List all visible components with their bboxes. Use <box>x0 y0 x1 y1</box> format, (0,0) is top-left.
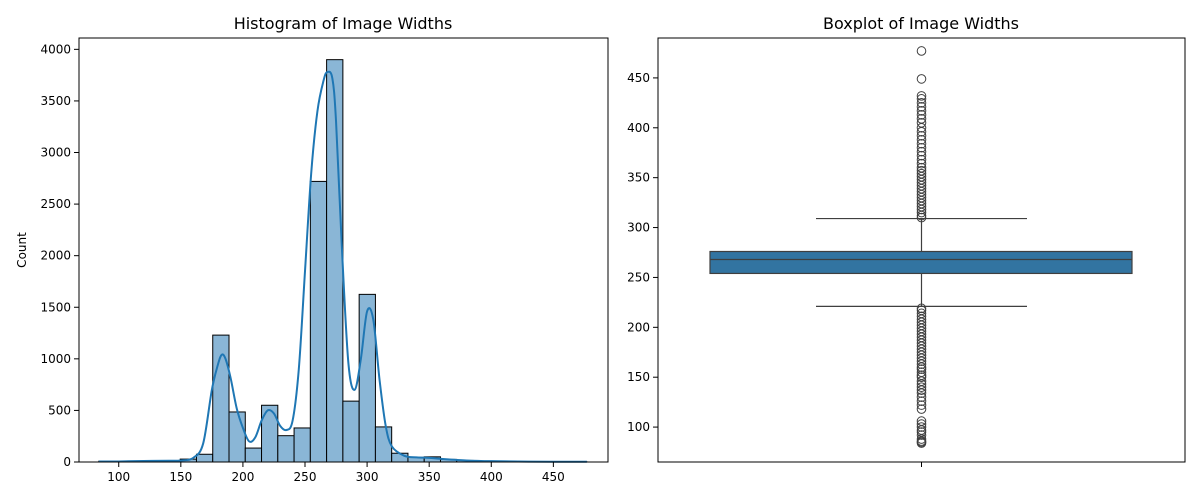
boxplot-box <box>709 250 1133 275</box>
boxplot-outlier-point <box>916 154 927 165</box>
boxplot-outlier-point <box>916 370 927 381</box>
boxplot-outlier-point <box>916 46 927 56</box>
boxplot-outlier-point <box>916 311 927 322</box>
histogram-bar <box>342 400 360 463</box>
histogram-x-tick-label: 250 <box>294 470 317 484</box>
histogram-x-tick-label: 100 <box>107 470 130 484</box>
boxplot-outlier-point <box>916 130 927 141</box>
histogram-kde-line <box>98 70 587 463</box>
boxplot-y-tick-label: 350 <box>627 171 650 185</box>
boxplot-outlier-point <box>916 382 927 392</box>
boxplot-outlier-point <box>916 396 927 406</box>
histogram-y-ticks: 0 500 1000 1500 2000 2500 3000 3500 4000 <box>40 42 79 469</box>
histogram-y-tick-label: 2500 <box>40 197 71 211</box>
boxplot-outlier-point <box>916 419 927 429</box>
boxplot-outlier-point <box>916 74 927 84</box>
boxplot-outlier-point <box>916 106 927 116</box>
histogram-bar <box>277 435 295 463</box>
boxplot-outlier-point <box>916 162 927 173</box>
histogram-x-ticks: 100 150 200 250 300 350 400 450 <box>107 462 565 484</box>
boxplot-panel: Boxplot of Image Widths 100 150 200 250 300 3… <box>627 14 1186 467</box>
histogram-axes-frame <box>78 37 609 463</box>
boxplot-outlier-point <box>916 118 927 128</box>
boxplot-y-tick-label: 150 <box>627 370 650 384</box>
histogram-bar <box>374 426 393 463</box>
boxplot-outlier-point <box>916 303 927 314</box>
boxplot-axes-frame <box>657 37 1186 463</box>
histogram-title: Histogram of Image Widths <box>234 14 453 33</box>
boxplot-y-tick-label: 250 <box>627 270 650 284</box>
histogram-y-tick-label: 500 <box>48 403 71 417</box>
histogram-bar <box>309 180 328 463</box>
boxplot-outlier-point <box>916 94 927 104</box>
boxplot-outlier-point <box>916 142 927 153</box>
boxplot-y-tick-label: 200 <box>627 320 650 334</box>
histogram-bar <box>195 453 214 463</box>
boxplot-y-tick-label: 100 <box>627 420 650 434</box>
histogram-x-tick-label: 200 <box>231 470 254 484</box>
boxplot-y-ticks: 100 150 200 250 300 350 400 450 <box>627 71 658 434</box>
boxplot-outlier-point <box>916 422 927 432</box>
boxplot-outlier-point <box>916 430 927 440</box>
boxplot-outlier-point <box>916 158 927 169</box>
histogram-x-tick-label: 150 <box>169 470 192 484</box>
boxplot-outlier-point <box>916 91 927 101</box>
histogram-y-tick-label: 3500 <box>40 94 71 108</box>
boxplot-outlier-point <box>916 102 927 112</box>
histogram-x-tick-label: 350 <box>418 470 441 484</box>
boxplot-outlier-point <box>916 392 927 402</box>
boxplot-outlier-point <box>916 400 927 410</box>
histogram-y-tick-label: 4000 <box>40 42 71 56</box>
boxplot-y-tick-label: 300 <box>627 221 650 235</box>
histogram-y-tick-label: 0 <box>63 455 71 469</box>
histogram-ylabel: Count <box>15 232 29 268</box>
boxplot-y-tick-label: 450 <box>627 71 650 85</box>
boxplot-outlier-point <box>916 110 927 120</box>
boxplot-outlier-point <box>916 416 927 426</box>
boxplot-outlier-point <box>916 98 927 108</box>
histogram-y-tick-label: 2000 <box>40 249 71 263</box>
boxplot-outlier-point <box>916 146 927 157</box>
histogram-y-tick-label: 1000 <box>40 352 71 366</box>
boxplot-outlier-point <box>916 138 927 149</box>
histogram-bar <box>228 411 246 463</box>
boxplot-outliers <box>916 46 927 448</box>
boxplot-title: Boxplot of Image Widths <box>823 14 1019 33</box>
boxplot-body <box>709 217 1133 307</box>
histogram-bar <box>244 447 263 463</box>
boxplot-outlier-point <box>916 367 927 378</box>
histogram-bar <box>326 59 344 463</box>
histogram-y-tick-label: 3000 <box>40 146 71 160</box>
boxplot-outlier-point <box>916 308 927 319</box>
histogram-bar <box>212 334 230 463</box>
histogram-x-tick-label: 400 <box>480 470 503 484</box>
boxplot-outlier-point <box>916 168 927 179</box>
boxplot-outlier-point <box>916 150 927 161</box>
histogram-panel: Histogram of Image Widths Count 100 150 20… <box>15 14 609 484</box>
boxplot-outlier-point <box>916 114 927 124</box>
boxplot-outlier-point <box>916 404 927 414</box>
histogram-x-tick-label: 300 <box>356 470 379 484</box>
histogram-y-tick-label: 1500 <box>40 300 71 314</box>
histogram-bar <box>293 427 311 463</box>
boxplot-outlier-point <box>916 165 927 176</box>
histogram-x-tick-label: 450 <box>542 470 565 484</box>
boxplot-y-tick-label: 400 <box>627 121 650 135</box>
boxplot-outlier-point <box>916 134 927 145</box>
